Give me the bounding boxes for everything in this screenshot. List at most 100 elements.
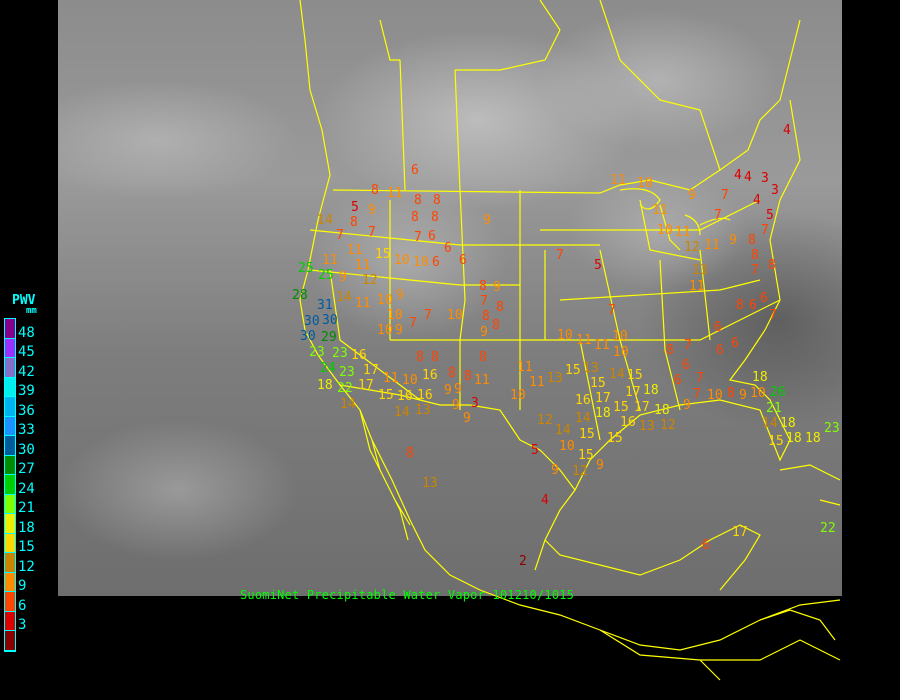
station-pwv-value: 4	[541, 492, 549, 508]
station-pwv-value: 9	[454, 381, 462, 397]
station-pwv-value: 11	[387, 185, 403, 201]
station-pwv-value: 4	[744, 169, 752, 185]
station-pwv-value: 11	[529, 374, 545, 390]
station-pwv-value: 17	[732, 524, 748, 540]
station-pwv-value: 8	[448, 365, 456, 381]
station-pwv-value: 9	[463, 410, 471, 426]
station-pwv-value: 16	[417, 387, 433, 403]
station-pwv-value: 7	[556, 247, 564, 263]
legend-tick-label: 21	[18, 500, 35, 516]
station-pwv-value: 8	[406, 445, 414, 461]
station-pwv-value: 18	[786, 430, 802, 446]
station-pwv-value: 15	[579, 426, 595, 442]
station-pwv-value: 14	[575, 410, 591, 426]
station-pwv-value: 3	[471, 395, 479, 411]
map-title: SuomiNet Precipitable Water Vapor 101210…	[240, 588, 575, 602]
station-pwv-value: 6	[674, 372, 682, 388]
station-pwv-value: 9	[368, 202, 376, 218]
station-pwv-value: 8	[371, 182, 379, 198]
legend-tick-label: 45	[18, 344, 35, 360]
great-lakes	[619, 188, 731, 251]
station-pwv-value: 15	[378, 387, 394, 403]
station-pwv-value: 2	[519, 553, 527, 569]
station-pwv-value: 30	[300, 328, 316, 344]
baja-peninsula	[359, 409, 411, 541]
legend-tick-label: 6	[18, 597, 27, 614]
legend-tick-label: 33	[18, 422, 35, 438]
station-pwv-value: 10	[387, 307, 403, 323]
station-pwv-value: 7	[769, 307, 777, 323]
station-pwv-value: 16	[397, 388, 413, 404]
station-pwv-value: 3	[761, 170, 769, 186]
station-pwv-value: 23	[824, 420, 840, 436]
station-pwv-value: 11	[474, 372, 490, 388]
station-pwv-value: 7	[693, 386, 701, 402]
station-pwv-value: 25	[298, 260, 314, 276]
station-pwv-value: 13	[583, 360, 599, 376]
station-pwv-value: 9	[444, 382, 452, 398]
station-pwv-value: 7	[424, 307, 432, 323]
station-pwv-value: 24	[320, 360, 336, 376]
station-pwv-value: 16	[620, 414, 636, 430]
station-pwv-value: 6	[682, 357, 690, 373]
station-pwv-value: 16	[422, 367, 438, 383]
station-pwv-value: 10	[510, 387, 526, 403]
station-pwv-value: 9	[688, 187, 696, 203]
station-pwv-value: 8	[736, 297, 744, 313]
station-pwv-value: 13	[639, 418, 655, 434]
legend-tick-label: 27	[18, 461, 35, 477]
station-pwv-value: 8	[416, 349, 424, 365]
station-pwv-value: 9	[729, 232, 737, 248]
station-pwv-value: 23	[332, 345, 348, 361]
station-pwv-value: 7	[721, 187, 729, 203]
station-pwv-value: 16	[351, 347, 367, 363]
station-pwv-value: 11	[689, 278, 705, 294]
legend-swatch	[5, 319, 15, 339]
station-pwv-value: 15	[565, 362, 581, 378]
station-pwv-value: 10	[377, 292, 393, 308]
station-pwv-value: 9	[452, 397, 460, 413]
station-pwv-value: 18	[317, 377, 333, 393]
station-pwv-value: 15	[627, 367, 643, 383]
station-pwv-value: 4	[783, 122, 791, 138]
legend-tick-label: 36	[18, 402, 35, 419]
station-pwv-value: 6	[749, 297, 757, 313]
station-pwv-value: 6	[428, 228, 436, 244]
station-pwv-value: 13	[422, 475, 438, 491]
station-pwv-value: 7	[761, 222, 769, 238]
station-pwv-value: 15	[578, 447, 594, 463]
station-pwv-value: 9	[493, 279, 501, 295]
legend-tick-label: 30	[18, 441, 35, 458]
station-pwv-value: 12	[362, 272, 378, 288]
station-pwv-value: 6	[714, 319, 722, 335]
station-pwv-value: 18	[805, 430, 821, 446]
legend-swatch	[5, 475, 15, 495]
station-pwv-value: 10	[612, 328, 628, 344]
station-pwv-value: 11	[383, 370, 399, 386]
legend-unit: mm	[26, 306, 37, 316]
station-pwv-value: 5	[531, 442, 539, 458]
legend-tick-label: 9	[18, 578, 27, 594]
station-pwv-value: 5	[766, 207, 774, 223]
station-pwv-value: 11	[594, 337, 610, 353]
legend-swatch	[5, 631, 15, 651]
station-pwv-value: 29	[321, 329, 337, 345]
station-pwv-value: 11	[652, 202, 668, 218]
legend-swatch	[5, 553, 15, 573]
station-pwv-value: 18	[595, 405, 611, 421]
station-pwv-value: 6	[411, 162, 419, 178]
station-pwv-value: 13	[415, 402, 431, 418]
station-pwv-value: 9	[480, 324, 488, 340]
station-pwv-value: 7	[480, 293, 488, 309]
legend-swatch	[5, 611, 15, 631]
station-pwv-value: 7	[368, 224, 376, 240]
station-pwv-value: 15	[590, 375, 606, 391]
legend-swatch	[5, 514, 15, 534]
west-coastline	[299, 0, 841, 651]
station-pwv-value: 14	[762, 415, 778, 431]
station-pwv-value: 11	[576, 332, 592, 348]
station-pwv-value: 8	[411, 209, 419, 225]
satellite-map	[58, 0, 842, 596]
